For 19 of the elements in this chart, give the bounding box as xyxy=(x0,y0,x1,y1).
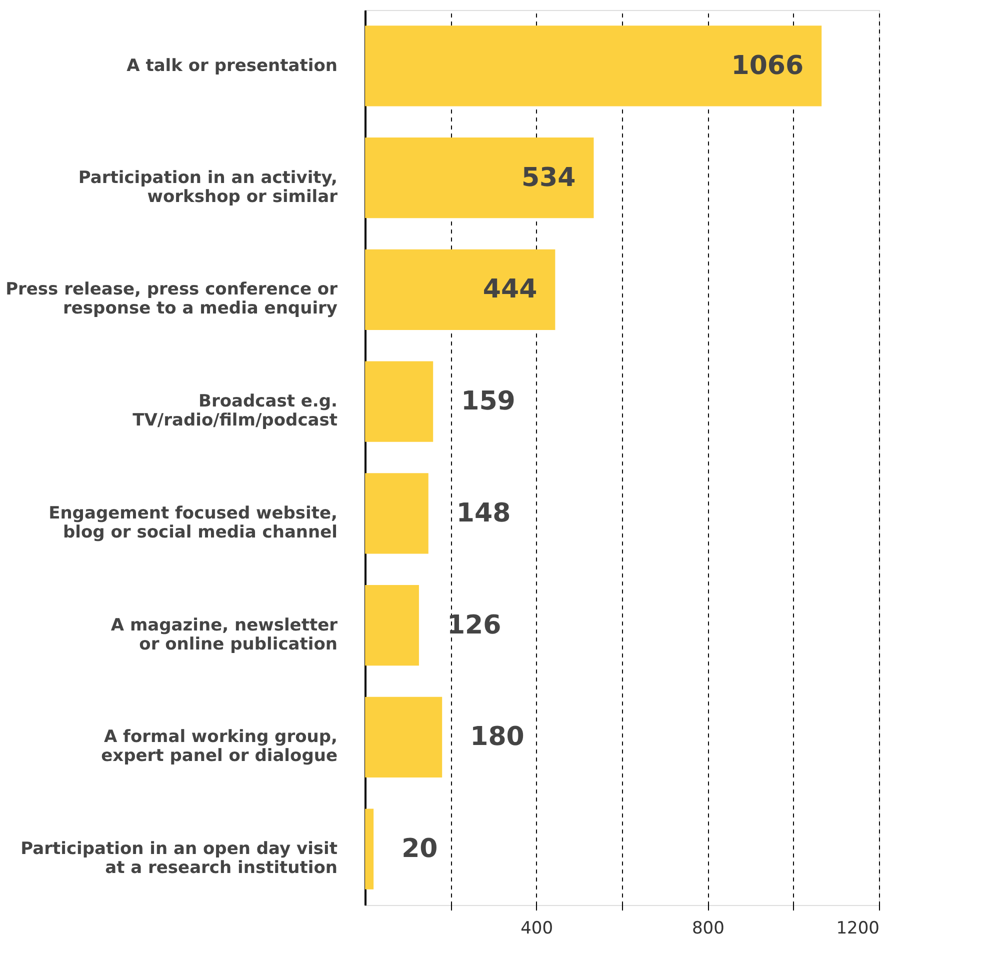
y-tick-label: Press release, press conference or response to a media enquiry xyxy=(6,280,338,319)
x-tick-label: 400 xyxy=(520,918,554,938)
data-label: 180 xyxy=(470,722,524,752)
y-tick-label: A magazine, newsletter or online publication xyxy=(110,615,338,654)
data-label: 126 xyxy=(446,610,502,640)
y-tick-label: A formal working group, expert panel or dialogue xyxy=(101,727,338,766)
y-tick-label: A talk or presentation xyxy=(126,56,338,76)
x-tick-label: 800 xyxy=(692,918,724,938)
y-tick-label: Participation in an activity, workshop or similar xyxy=(78,168,338,207)
data-label: 1066 xyxy=(731,50,804,81)
data-label: 148 xyxy=(456,498,511,528)
data-label: 534 xyxy=(521,162,576,193)
y-tick-label: Participation in an open day visit at a research institution xyxy=(20,839,338,878)
y-tick-label: Engagement focused website, blog or social media channel xyxy=(48,503,338,542)
data-label: 444 xyxy=(482,274,538,305)
data-label: 20 xyxy=(402,834,438,864)
data-label: 159 xyxy=(461,386,516,417)
y-tick-label: Broadcast e.g. TV/radio/film/podcast xyxy=(132,392,338,431)
x-tick-label: 1200 xyxy=(836,918,880,938)
